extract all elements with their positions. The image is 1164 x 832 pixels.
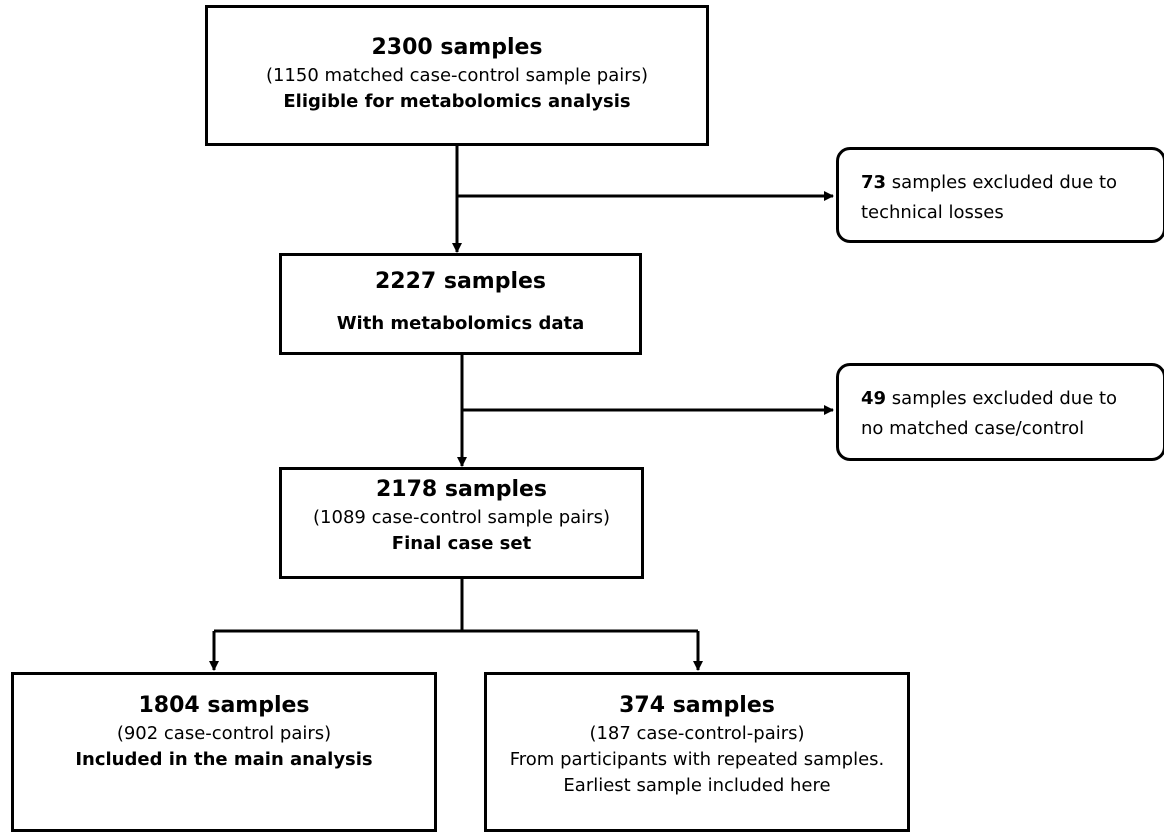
exclusion-technical-count: 73 bbox=[861, 172, 887, 193]
box-repeated-title: 374 samples bbox=[619, 693, 775, 718]
box-repeated-line3: Earliest sample included here bbox=[563, 775, 831, 796]
exclusion-unmatched-text-a: samples excluded due to bbox=[886, 388, 1118, 409]
exclusion-unmatched-text-b: no matched case/control bbox=[861, 418, 1085, 439]
box-eligible-line1: (1150 matched case-control sample pairs) bbox=[265, 65, 649, 86]
exclusion-unmatched: 49 samples excluded due to no matched ca… bbox=[836, 363, 1164, 461]
box-final-title: 2178 samples bbox=[375, 477, 548, 502]
box-eligible-line2: Eligible for metabolomics analysis bbox=[283, 91, 631, 112]
box-metab: 2227 samples With metabolomics data bbox=[279, 253, 642, 355]
box-repeated-line1: (187 case-control-pairs) bbox=[589, 723, 805, 744]
box-repeated: 374 samples (187 case-control-pairs) Fro… bbox=[484, 672, 910, 832]
exclusion-unmatched-count: 49 bbox=[861, 388, 887, 409]
box-final-line1: (1089 case-control sample pairs) bbox=[313, 507, 610, 528]
box-final: 2178 samples (1089 case-control sample p… bbox=[279, 467, 644, 579]
box-final-line2: Final case set bbox=[391, 533, 532, 554]
box-main: 1804 samples (902 case-control pairs) In… bbox=[11, 672, 437, 832]
exclusion-technical: 73 samples excluded due to technical los… bbox=[836, 147, 1164, 243]
box-metab-line1: With metabolomics data bbox=[336, 313, 585, 334]
box-main-title: 1804 samples bbox=[138, 693, 310, 718]
box-eligible-title: 2300 samples bbox=[371, 35, 543, 60]
exclusion-technical-text-b: technical losses bbox=[861, 202, 1004, 223]
box-eligible: 2300 samples (1150 matched case-control … bbox=[205, 5, 709, 146]
exclusion-technical-text-a: samples excluded due to bbox=[886, 172, 1118, 193]
box-main-line1: (902 case-control pairs) bbox=[116, 723, 332, 744]
box-metab-title: 2227 samples bbox=[374, 269, 547, 294]
box-main-line2: Included in the main analysis bbox=[75, 749, 373, 770]
box-repeated-line2: From participants with repeated samples. bbox=[509, 749, 885, 770]
